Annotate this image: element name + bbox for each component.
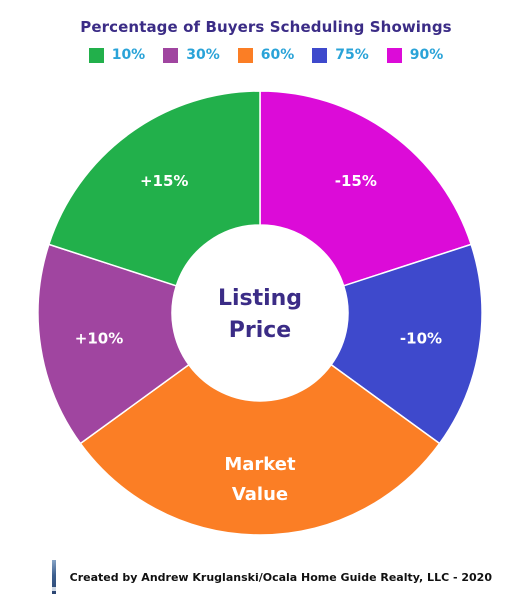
slice-label-2: Market Value: [224, 454, 296, 505]
footer: Created by Andrew Kruglanski/Ocala Home …: [52, 560, 492, 594]
legend-item-60: 60%: [237, 47, 295, 63]
legend-swatch-30: [163, 47, 179, 63]
center-label: Listing Price: [218, 286, 302, 343]
slice-label-0: -15%: [335, 172, 377, 190]
legend-swatch-90: [386, 47, 402, 63]
legend-label-30: 30%: [186, 47, 220, 63]
chart-title: Percentage of Buyers Scheduling Showings: [80, 18, 452, 36]
logo-band-shape: [52, 587, 56, 591]
legend-item-10: 10%: [88, 47, 146, 63]
legend-label-60: 60%: [260, 47, 295, 63]
legend-item-75: 75%: [312, 47, 369, 63]
legend-swatch-75: [312, 47, 328, 63]
legend-item-30: 30%: [163, 47, 220, 63]
legend-label-90: 90%: [409, 47, 444, 63]
legend-label-75: 75%: [335, 47, 369, 63]
legend-item-90: 90%: [386, 47, 444, 63]
credit-text: Created by Andrew Kruglanski/Ocala Home …: [69, 570, 492, 584]
donut-chart: -15% -10% Market Value +10% +15% Listing Price: [37, 90, 483, 536]
slice-label-1: -10%: [400, 329, 442, 347]
legend-swatch-60: [237, 47, 253, 63]
chart-legend: 10% 30% 60% 75% 90%: [0, 47, 532, 63]
company-logo: [52, 560, 56, 594]
legend-label-10: 10%: [111, 47, 146, 63]
legend-swatch-10: [88, 47, 104, 63]
slice-label-3: +10%: [75, 329, 123, 347]
slice-label-4: +15%: [140, 172, 188, 190]
donut-hole: [172, 225, 348, 401]
